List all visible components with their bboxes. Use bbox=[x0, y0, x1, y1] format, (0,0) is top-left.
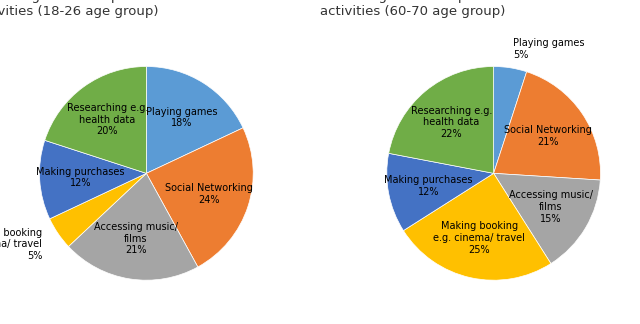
Wedge shape bbox=[493, 72, 600, 180]
Wedge shape bbox=[68, 173, 198, 280]
Wedge shape bbox=[40, 140, 147, 219]
Wedge shape bbox=[493, 66, 527, 173]
Wedge shape bbox=[388, 66, 493, 173]
Text: Accessing music/
films
21%: Accessing music/ films 21% bbox=[94, 222, 178, 255]
Text: Making booking
e.g. cinema/ travel
25%: Making booking e.g. cinema/ travel 25% bbox=[433, 221, 525, 255]
Text: Playing games
5%: Playing games 5% bbox=[513, 38, 585, 60]
Text: Percentage of time spent on some internet
activities (18-26 age group): Percentage of time spent on some interne… bbox=[0, 0, 260, 18]
Text: Making purchases
12%: Making purchases 12% bbox=[384, 175, 473, 197]
Text: Playing games
18%: Playing games 18% bbox=[146, 107, 218, 128]
Wedge shape bbox=[147, 128, 253, 267]
Text: Researching e.g.
health data
20%: Researching e.g. health data 20% bbox=[67, 103, 148, 136]
Text: Social Networking
24%: Social Networking 24% bbox=[165, 183, 253, 205]
Text: Making purchases
12%: Making purchases 12% bbox=[36, 167, 125, 188]
Text: Percentage of time spent on some internet
activities (60-70 age group): Percentage of time spent on some interne… bbox=[320, 0, 607, 18]
Wedge shape bbox=[493, 173, 600, 263]
Wedge shape bbox=[50, 173, 147, 247]
Text: Researching e.g.
health data
22%: Researching e.g. health data 22% bbox=[411, 106, 492, 139]
Wedge shape bbox=[387, 153, 493, 231]
Wedge shape bbox=[45, 66, 147, 173]
Wedge shape bbox=[147, 66, 243, 173]
Text: Accessing music/
films
15%: Accessing music/ films 15% bbox=[509, 191, 593, 224]
Wedge shape bbox=[403, 173, 551, 280]
Text: Social Networking
21%: Social Networking 21% bbox=[504, 125, 593, 147]
Text: Making booking
e.g. cinema/ travel
5%: Making booking e.g. cinema/ travel 5% bbox=[0, 228, 42, 261]
